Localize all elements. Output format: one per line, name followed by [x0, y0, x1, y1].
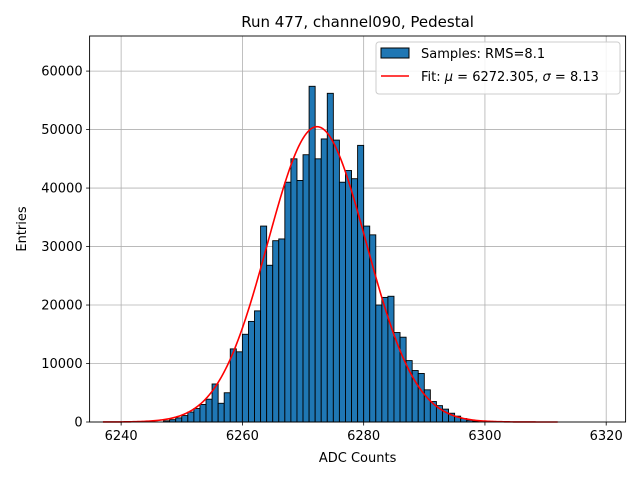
- histogram-bar: [375, 304, 383, 423]
- x-tick-label: 6320: [590, 429, 623, 444]
- x-tick-label: 6260: [226, 429, 259, 444]
- histogram-bar: [235, 351, 243, 423]
- histogram-bar: [393, 332, 401, 423]
- legend-sigma-symbol: σ: [543, 70, 552, 85]
- legend-box: [375, 41, 621, 95]
- histogram-bar: [369, 234, 377, 423]
- histogram-bar: [345, 170, 352, 423]
- histogram-bar: [290, 158, 298, 423]
- histogram-bar: [254, 310, 262, 423]
- histogram-bar: [199, 404, 207, 423]
- legend-mu-equals: =: [453, 70, 472, 85]
- legend-fit-prefix: Fit:: [421, 70, 445, 85]
- legend-separator: ,: [534, 70, 542, 85]
- x-tick-label: 6300: [468, 429, 501, 444]
- y-tick-label: 50000: [41, 123, 82, 138]
- histogram-bar: [241, 333, 249, 423]
- histogram-bar: [296, 180, 304, 423]
- x-axis-label: ADC Counts: [319, 451, 397, 466]
- legend-sigma-value: 8.13: [570, 70, 599, 85]
- histogram-bar: [332, 139, 340, 423]
- histogram-bar: [387, 295, 395, 423]
- histogram-bar: [272, 240, 280, 423]
- histogram-bar: [248, 320, 255, 423]
- histogram-bar: [175, 417, 183, 423]
- legend-mu-symbol: μ: [444, 70, 453, 85]
- y-tick-label: 30000: [41, 240, 82, 255]
- histogram-bar: [314, 158, 322, 423]
- histogram-bar: [357, 144, 365, 423]
- legend-mu-value: 6272.305: [472, 70, 534, 85]
- histogram-bar: [351, 178, 359, 423]
- histogram-bar: [284, 181, 292, 423]
- histogram-bar: [278, 238, 286, 423]
- legend-label-samples: Samples: RMS=8.1: [421, 47, 545, 62]
- histogram-bar: [417, 373, 425, 423]
- histogram-bar: [205, 398, 213, 423]
- y-tick-label: 60000: [41, 65, 82, 80]
- legend-label-fit: Fit: μ = 6272.305, σ = 8.13: [421, 70, 599, 85]
- x-tick-label: 6240: [105, 429, 138, 444]
- legend-swatch-samples: [380, 47, 410, 59]
- fit-curve: [102, 125, 558, 423]
- histogram-bar: [338, 181, 346, 423]
- legend-sigma-equals: =: [551, 70, 570, 85]
- histogram-bars: [163, 85, 480, 423]
- histogram-bar: [308, 85, 316, 423]
- histogram-bar: [363, 225, 371, 423]
- histogram-bar: [302, 154, 310, 423]
- histogram-bar: [229, 348, 237, 423]
- histogram-bar: [399, 336, 407, 423]
- histogram-bar: [266, 264, 274, 423]
- histogram-bar: [181, 415, 189, 423]
- axis-ticks: 6240 6260 6280 6300 6320 0 10000 20000 30000 4000…: [41, 65, 623, 444]
- histogram-bar: [223, 392, 231, 423]
- x-tick-label: 6280: [347, 429, 380, 444]
- y-tick-label: 40000: [41, 182, 82, 197]
- y-axis-label: Entries: [15, 206, 30, 252]
- histogram-bar: [193, 408, 201, 423]
- histogram-bar: [217, 402, 225, 423]
- histogram-bar: [326, 92, 334, 423]
- y-tick-label: 10000: [41, 357, 82, 372]
- histogram-bar: [320, 138, 328, 423]
- chart-title: Run 477, channel090, Pedestal: [241, 13, 474, 31]
- histogram-bar: [187, 411, 195, 423]
- y-tick-label: 0: [74, 416, 82, 431]
- y-tick-label: 20000: [41, 299, 82, 314]
- legend: Samples: RMS=8.1 Fit: μ = 6272.305, σ = …: [375, 41, 621, 95]
- plot-frame: [89, 35, 627, 423]
